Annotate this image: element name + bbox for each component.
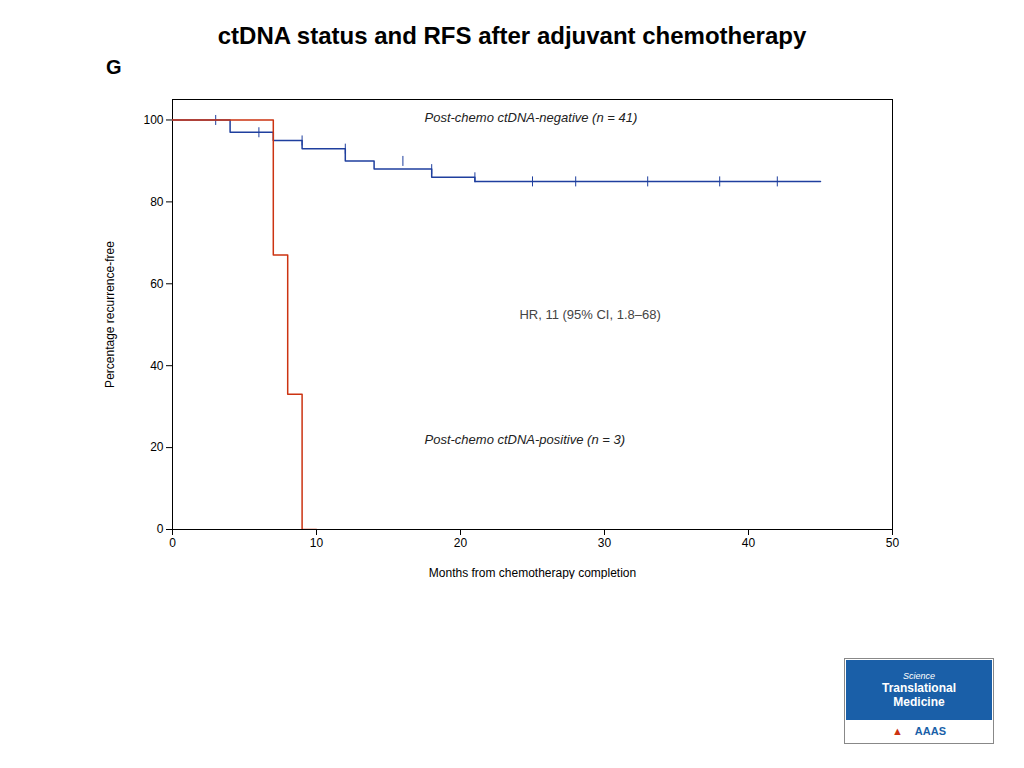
svg-text:100: 100: [143, 113, 163, 127]
svg-text:Percentage recurrence-free: Percentage recurrence-free: [103, 241, 117, 388]
html-text:ctDNA status and RFS after adj: ctDNA status and RFS after adjuvant chem…: [217, 22, 807, 49]
svg-text:40: 40: [742, 536, 756, 550]
svg-text:HR, 11 (95% CI, 1.8–68): HR, 11 (95% CI, 1.8–68): [519, 307, 660, 322]
svg-text:60: 60: [150, 277, 164, 291]
html-text:AAAS: AAAS: [914, 725, 946, 737]
svg-text:20: 20: [150, 440, 164, 454]
html-text:Science: Science: [903, 671, 935, 681]
html-text:G: G: [106, 56, 122, 78]
svg-text:80: 80: [150, 195, 164, 209]
html-text:Medicine: Medicine: [893, 695, 945, 709]
svg-text:Post-chemo ctDNA-negative (n =: Post-chemo ctDNA-negative (n = 41): [425, 110, 638, 125]
svg-text:Months from chemotherapy compl: Months from chemotherapy completion: [429, 566, 636, 580]
svg-text:30: 30: [598, 536, 612, 550]
svg-text:0: 0: [157, 522, 164, 536]
svg-text:Post-chemo ctDNA-positive (n =: Post-chemo ctDNA-positive (n = 3): [425, 432, 625, 447]
svg-text:50: 50: [886, 536, 900, 550]
svg-text:20: 20: [454, 536, 468, 550]
svg-text:40: 40: [150, 359, 164, 373]
svg-text:10: 10: [310, 536, 324, 550]
svg-text:0: 0: [169, 536, 176, 550]
html-text:Translational: Translational: [882, 681, 956, 695]
